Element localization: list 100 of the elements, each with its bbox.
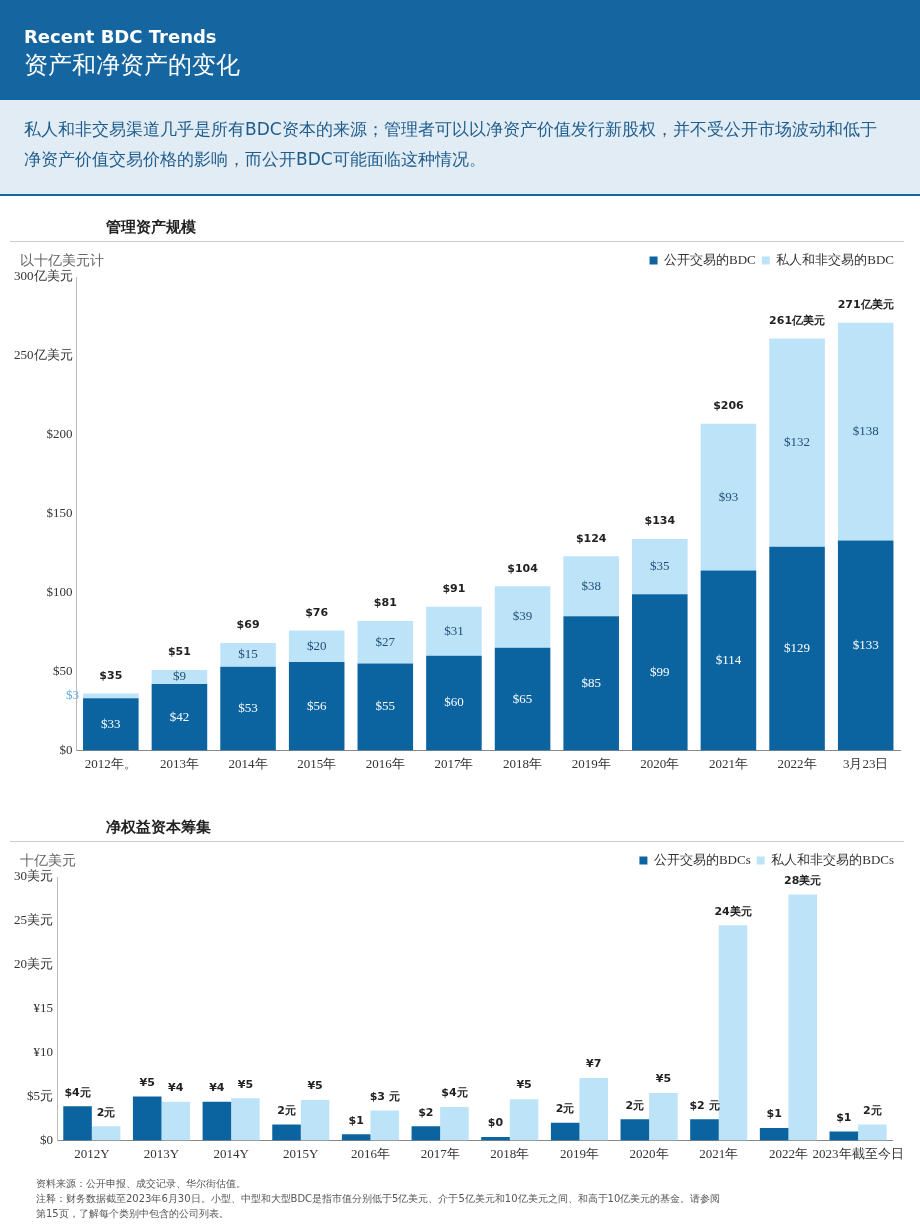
- bar: [220, 666, 276, 751]
- data-label: $65: [512, 690, 533, 706]
- bar: [132, 1096, 162, 1141]
- y-tick-label: $0: [40, 1131, 53, 1147]
- legend-label: 公开交易的BDCs: [653, 851, 751, 867]
- bar: [288, 630, 345, 663]
- bar: [220, 643, 276, 667]
- x-tick-label: 2022年: [768, 1145, 808, 1161]
- data-label: $1: [836, 1110, 852, 1124]
- bar: [83, 698, 139, 751]
- y-tick-label: $150: [46, 505, 73, 521]
- total-label: $76: [305, 605, 329, 619]
- x-tick-label: 2019年: [571, 755, 611, 771]
- bar: [91, 1126, 121, 1141]
- data-label: $4元: [441, 1086, 468, 1100]
- total-label: $124: [575, 531, 607, 545]
- x-tick-label: 2017年: [420, 1145, 460, 1161]
- total-label: 271亿美元: [837, 298, 894, 312]
- bar: [788, 894, 817, 1141]
- bar: [151, 684, 208, 751]
- bar: [63, 1106, 92, 1141]
- y-tick-label: $5元: [27, 1087, 53, 1103]
- data-label: $38: [581, 577, 601, 593]
- chart-title: 净权益资本筹集: [10, 818, 904, 842]
- data-label: $0: [487, 1116, 504, 1130]
- y-axis-title: 以十亿美元计: [19, 252, 104, 269]
- data-label: $53: [238, 700, 258, 715]
- y-tick-label: 300亿美元: [14, 268, 73, 284]
- y-tick-label: $0: [59, 741, 73, 757]
- data-label: $138: [852, 423, 879, 439]
- data-label: $20: [306, 637, 327, 653]
- x-tick-label: 2017年: [434, 755, 474, 771]
- x-tick-label: 2012Y: [74, 1145, 111, 1161]
- data-label: $133: [852, 636, 879, 652]
- data-label: 2元: [863, 1103, 882, 1117]
- data-label: 2元: [555, 1102, 575, 1116]
- bar: [759, 1128, 789, 1141]
- x-tick-label: 2013年: [159, 755, 199, 771]
- y-tick-label: 20美元: [14, 956, 53, 972]
- x-tick-label: 2013Y: [143, 1145, 180, 1161]
- data-label: $56: [306, 697, 327, 713]
- data-label: $85: [581, 674, 601, 690]
- data-label: 2元: [625, 1098, 645, 1112]
- bar: [718, 925, 748, 1141]
- data-label: $2: [418, 1105, 434, 1119]
- text: 注释：财务数据截至2023年6月30日。小型、中型和大型BDC是指市值分别低于5亿美元、介于5亿美元和10亿美元之间、和高于10亿美元的基金。请参阅第15页，了解每个类别中包含的公司列表。: [36, 1192, 722, 1221]
- x-tick-label: 2012年。: [84, 755, 137, 771]
- data-label: ¥4: [209, 1081, 225, 1095]
- data-label: $9: [172, 668, 186, 684]
- legend-label: 私人和非交易的BDCs: [771, 851, 895, 867]
- bar: [700, 423, 757, 571]
- total-label: $69: [236, 618, 260, 632]
- bar: [426, 606, 482, 656]
- bar: [161, 1101, 191, 1141]
- data-label: $55: [375, 698, 396, 714]
- x-tick-label: 2014Y: [213, 1145, 250, 1161]
- data-label: $129: [784, 640, 811, 656]
- y-axis-title: 十亿美元: [19, 852, 76, 869]
- data-label: $31: [444, 622, 464, 638]
- data-label: $42: [169, 708, 190, 724]
- bar: [700, 570, 757, 751]
- data-label: ¥5: [237, 1077, 254, 1091]
- y-tick-label: $200: [46, 426, 73, 442]
- x-tick-label: 2018年: [490, 1145, 530, 1161]
- legend-label: 私人和非交易的BDC: [776, 251, 894, 267]
- x-tick-label: 3月23日: [842, 755, 889, 771]
- bar: [202, 1101, 232, 1141]
- text: 资料来源：公开申报、成交记录、华尔街估值。: [36, 1177, 247, 1191]
- y-tick-label: 25美元: [14, 912, 53, 928]
- y-tick-label: ¥10: [33, 1044, 53, 1060]
- x-tick-label: 2022年: [777, 755, 817, 771]
- data-label: ¥5: [139, 1075, 155, 1089]
- legend-label: 公开交易的BDC: [664, 251, 756, 267]
- bar: [300, 1100, 330, 1141]
- y-tick-label: $50: [53, 662, 73, 678]
- x-tick-label: 2016年: [350, 1145, 390, 1161]
- data-label: $15: [238, 646, 258, 662]
- total-label: $81: [373, 596, 397, 610]
- total-label: $134: [644, 514, 676, 528]
- chart-title: 管理资产规模: [10, 218, 904, 242]
- bar: [288, 662, 345, 751]
- total-label: $206: [713, 399, 745, 413]
- bar: [837, 540, 894, 751]
- total-label: $91: [442, 582, 466, 596]
- y-tick-label: ¥15: [33, 1000, 53, 1016]
- bar: [357, 621, 414, 664]
- bar: [494, 586, 551, 648]
- bar: [563, 616, 619, 751]
- x-tick-label: 2019年: [559, 1145, 599, 1161]
- data-label: $35: [650, 557, 670, 573]
- bar: [550, 1122, 580, 1141]
- x-tick-label: 2021年: [699, 1145, 739, 1161]
- data-label: $39: [512, 608, 533, 624]
- bar: [579, 1078, 609, 1141]
- bar: [231, 1098, 260, 1141]
- data-label: ¥5: [516, 1078, 532, 1092]
- bar: [769, 546, 825, 751]
- data-label: ¥5: [655, 1072, 672, 1086]
- bar: [837, 322, 894, 541]
- data-label: $3 元: [369, 1089, 400, 1103]
